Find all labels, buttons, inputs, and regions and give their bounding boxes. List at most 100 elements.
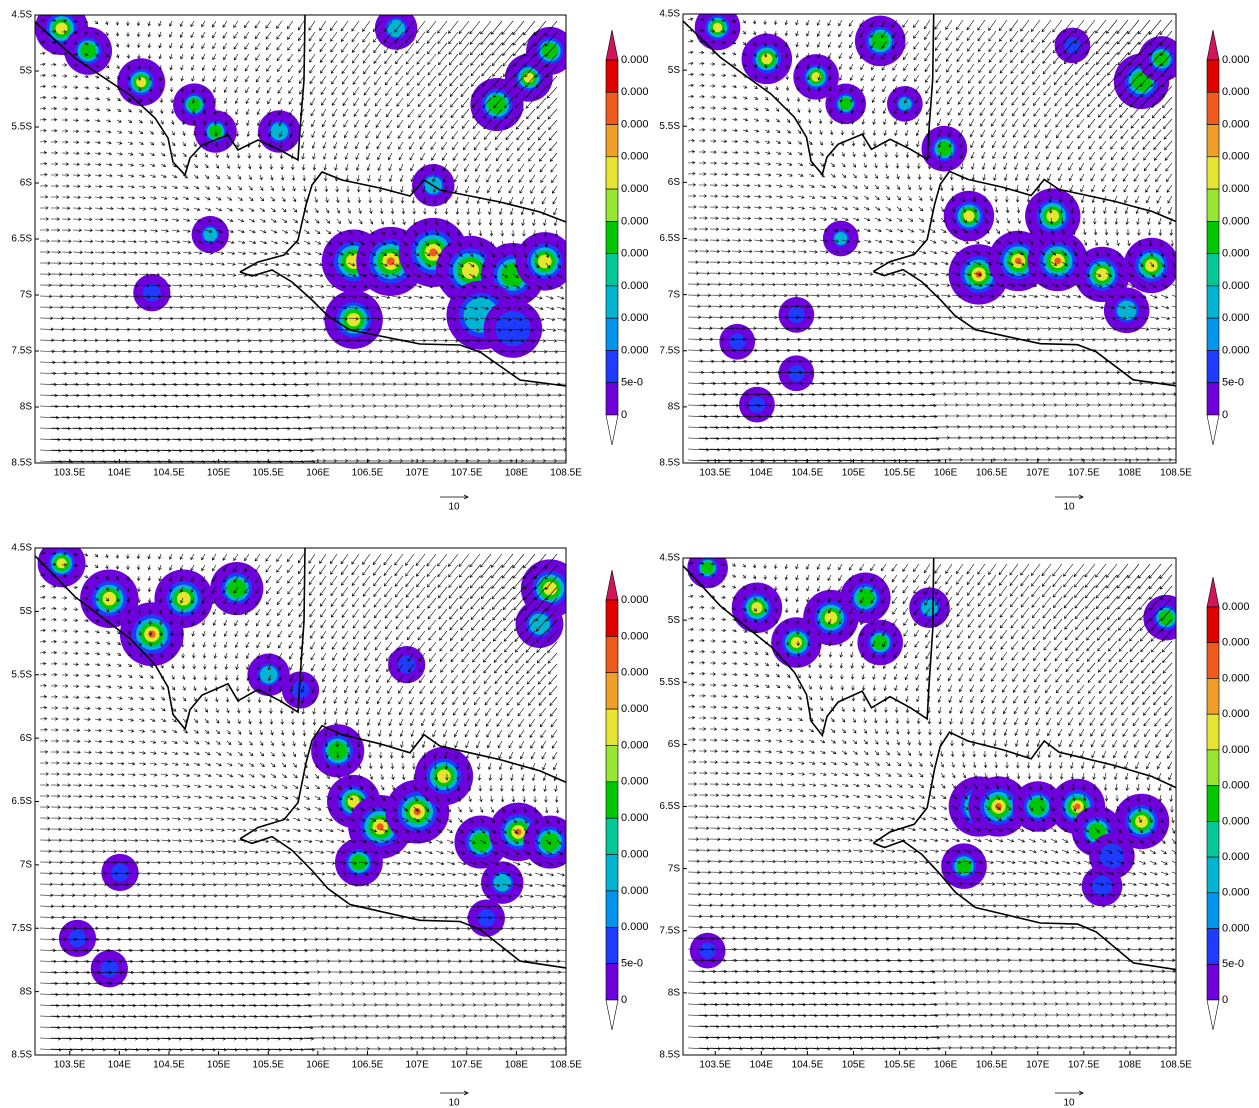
x-tick-label: 108.5E — [1160, 1060, 1192, 1071]
x-tick-label: 104.5E — [153, 1060, 185, 1071]
colorbar-label: 0.000 — [621, 312, 649, 324]
y-tick-label: 6S — [20, 733, 33, 744]
colorbar-box — [605, 599, 619, 637]
x-tick-label: 105.5E — [252, 468, 284, 479]
colorbar-label: 5e-0 — [1222, 958, 1244, 970]
colorbar-box — [605, 963, 619, 1001]
x-tick-label: 107E — [1026, 468, 1050, 479]
precip-shading — [898, 97, 912, 111]
map-content — [35, 15, 566, 463]
precip-shading — [203, 227, 218, 242]
colorbar-label: 0 — [1222, 994, 1228, 1006]
precip-shading — [871, 32, 889, 50]
colorbar-box — [1206, 156, 1220, 190]
precip-shading — [493, 873, 512, 892]
precip-shading — [102, 591, 117, 606]
colorbar-label: 0.000 — [621, 848, 649, 860]
colorbar-label: 0.000 — [621, 812, 649, 824]
colorbar-box — [1206, 821, 1220, 858]
colorbar-label: 0.000 — [621, 776, 649, 788]
colorbar-box — [1206, 785, 1220, 822]
colorbar-label: 0.000 — [621, 703, 649, 715]
colorbar-label: 0.000 — [1222, 815, 1250, 827]
y-tick-label: 5.5S — [659, 677, 680, 688]
x-tick-label: 104E — [750, 1060, 774, 1071]
colorbar-box — [605, 854, 619, 892]
wind-vectors — [39, 18, 566, 463]
precip-shading — [834, 231, 848, 246]
map-content — [683, 558, 1176, 1051]
x-tick-label: 106.5E — [976, 468, 1008, 479]
colorbar-box — [605, 926, 619, 964]
colorbar-top-triangle — [605, 569, 619, 601]
precip-shading — [1054, 257, 1062, 265]
coastline — [872, 731, 1176, 844]
precip-shading — [1158, 610, 1174, 625]
colorbar-box — [605, 188, 619, 222]
reference-vector — [440, 494, 469, 500]
precip-shading — [1153, 51, 1169, 67]
colorbar-box — [605, 59, 619, 93]
x-tick-label: 105.5E — [252, 1060, 284, 1071]
colorbar-bottom-triangle — [1206, 999, 1220, 1031]
precip-shading — [1095, 268, 1109, 281]
coastline — [872, 170, 1176, 273]
x-tick-label: 104.5E — [792, 468, 824, 479]
y-tick-label: 7S — [668, 863, 681, 874]
colorbar-box — [605, 317, 619, 351]
precip-shading — [751, 602, 763, 614]
colorbar-top-triangle — [605, 29, 619, 61]
x-tick-label: 107.5E — [1068, 468, 1100, 479]
x-tick-label: 106.5E — [352, 1060, 384, 1071]
colorbar-label: 0.000 — [621, 54, 649, 66]
precip-shading — [346, 312, 361, 327]
x-tick-label: 108E — [1118, 468, 1142, 479]
y-tick-label: 5S — [20, 66, 33, 77]
precip-shading — [921, 599, 938, 616]
colorbar-label: 0.000 — [621, 280, 649, 292]
colorbar-label: 0.000 — [621, 86, 649, 98]
colorbar-box — [605, 708, 619, 746]
precip-shading — [187, 98, 201, 112]
precip-shading — [1099, 843, 1125, 869]
colorbar-bottom-triangle — [1206, 414, 1220, 446]
colorbar-box — [1206, 124, 1220, 158]
reference-vector-label: 10 — [1063, 502, 1075, 513]
precip-shading — [429, 248, 438, 257]
y-tick-label: 8S — [668, 402, 681, 413]
x-tick-label: 107E — [405, 468, 429, 479]
map-panel: 4.5S 5S 5.5S 6S 6.5S 7S 7.5S 8S 8.5S 103.5E 104E 10… — [11, 10, 649, 513]
colorbar-top-triangle — [1206, 576, 1220, 608]
colorbar-label: 5e-0 — [1222, 377, 1244, 389]
y-tick-label: 5S — [20, 606, 33, 617]
precip-shading — [528, 613, 550, 635]
precip-shading — [437, 769, 451, 783]
colorbar-box — [1206, 188, 1220, 222]
colorbar-box — [605, 350, 619, 384]
y-tick-label: 7.5S — [11, 923, 32, 934]
x-tick-label: 107.5E — [1068, 1060, 1100, 1071]
precip-shading — [788, 306, 805, 324]
precip-shading — [748, 396, 766, 413]
x-tick-label: 105E — [842, 1060, 866, 1071]
x-tick-label: 104E — [108, 1060, 132, 1071]
precip-shading — [376, 823, 384, 831]
colorbar-bottom-triangle — [605, 999, 619, 1031]
precip-shading — [839, 97, 852, 110]
colorbar-box — [605, 221, 619, 254]
x-tick-label: 106E — [934, 468, 958, 479]
x-tick-label: 108.5E — [1160, 468, 1192, 479]
colorbar-box — [1206, 606, 1220, 644]
coastline — [873, 840, 1176, 971]
colorbar-box — [605, 253, 619, 287]
precip-shading — [328, 741, 347, 760]
coastline — [873, 268, 1176, 387]
reference-vector-label: 10 — [448, 502, 460, 513]
precip-shading — [351, 854, 367, 871]
precip-shading — [1091, 875, 1113, 897]
colorbar-label: 0.000 — [621, 667, 649, 679]
colorbar-box — [1206, 91, 1220, 125]
y-tick-label: 5.5S — [11, 122, 32, 133]
colorbar-box — [605, 672, 619, 710]
precip-shading — [1131, 71, 1152, 92]
